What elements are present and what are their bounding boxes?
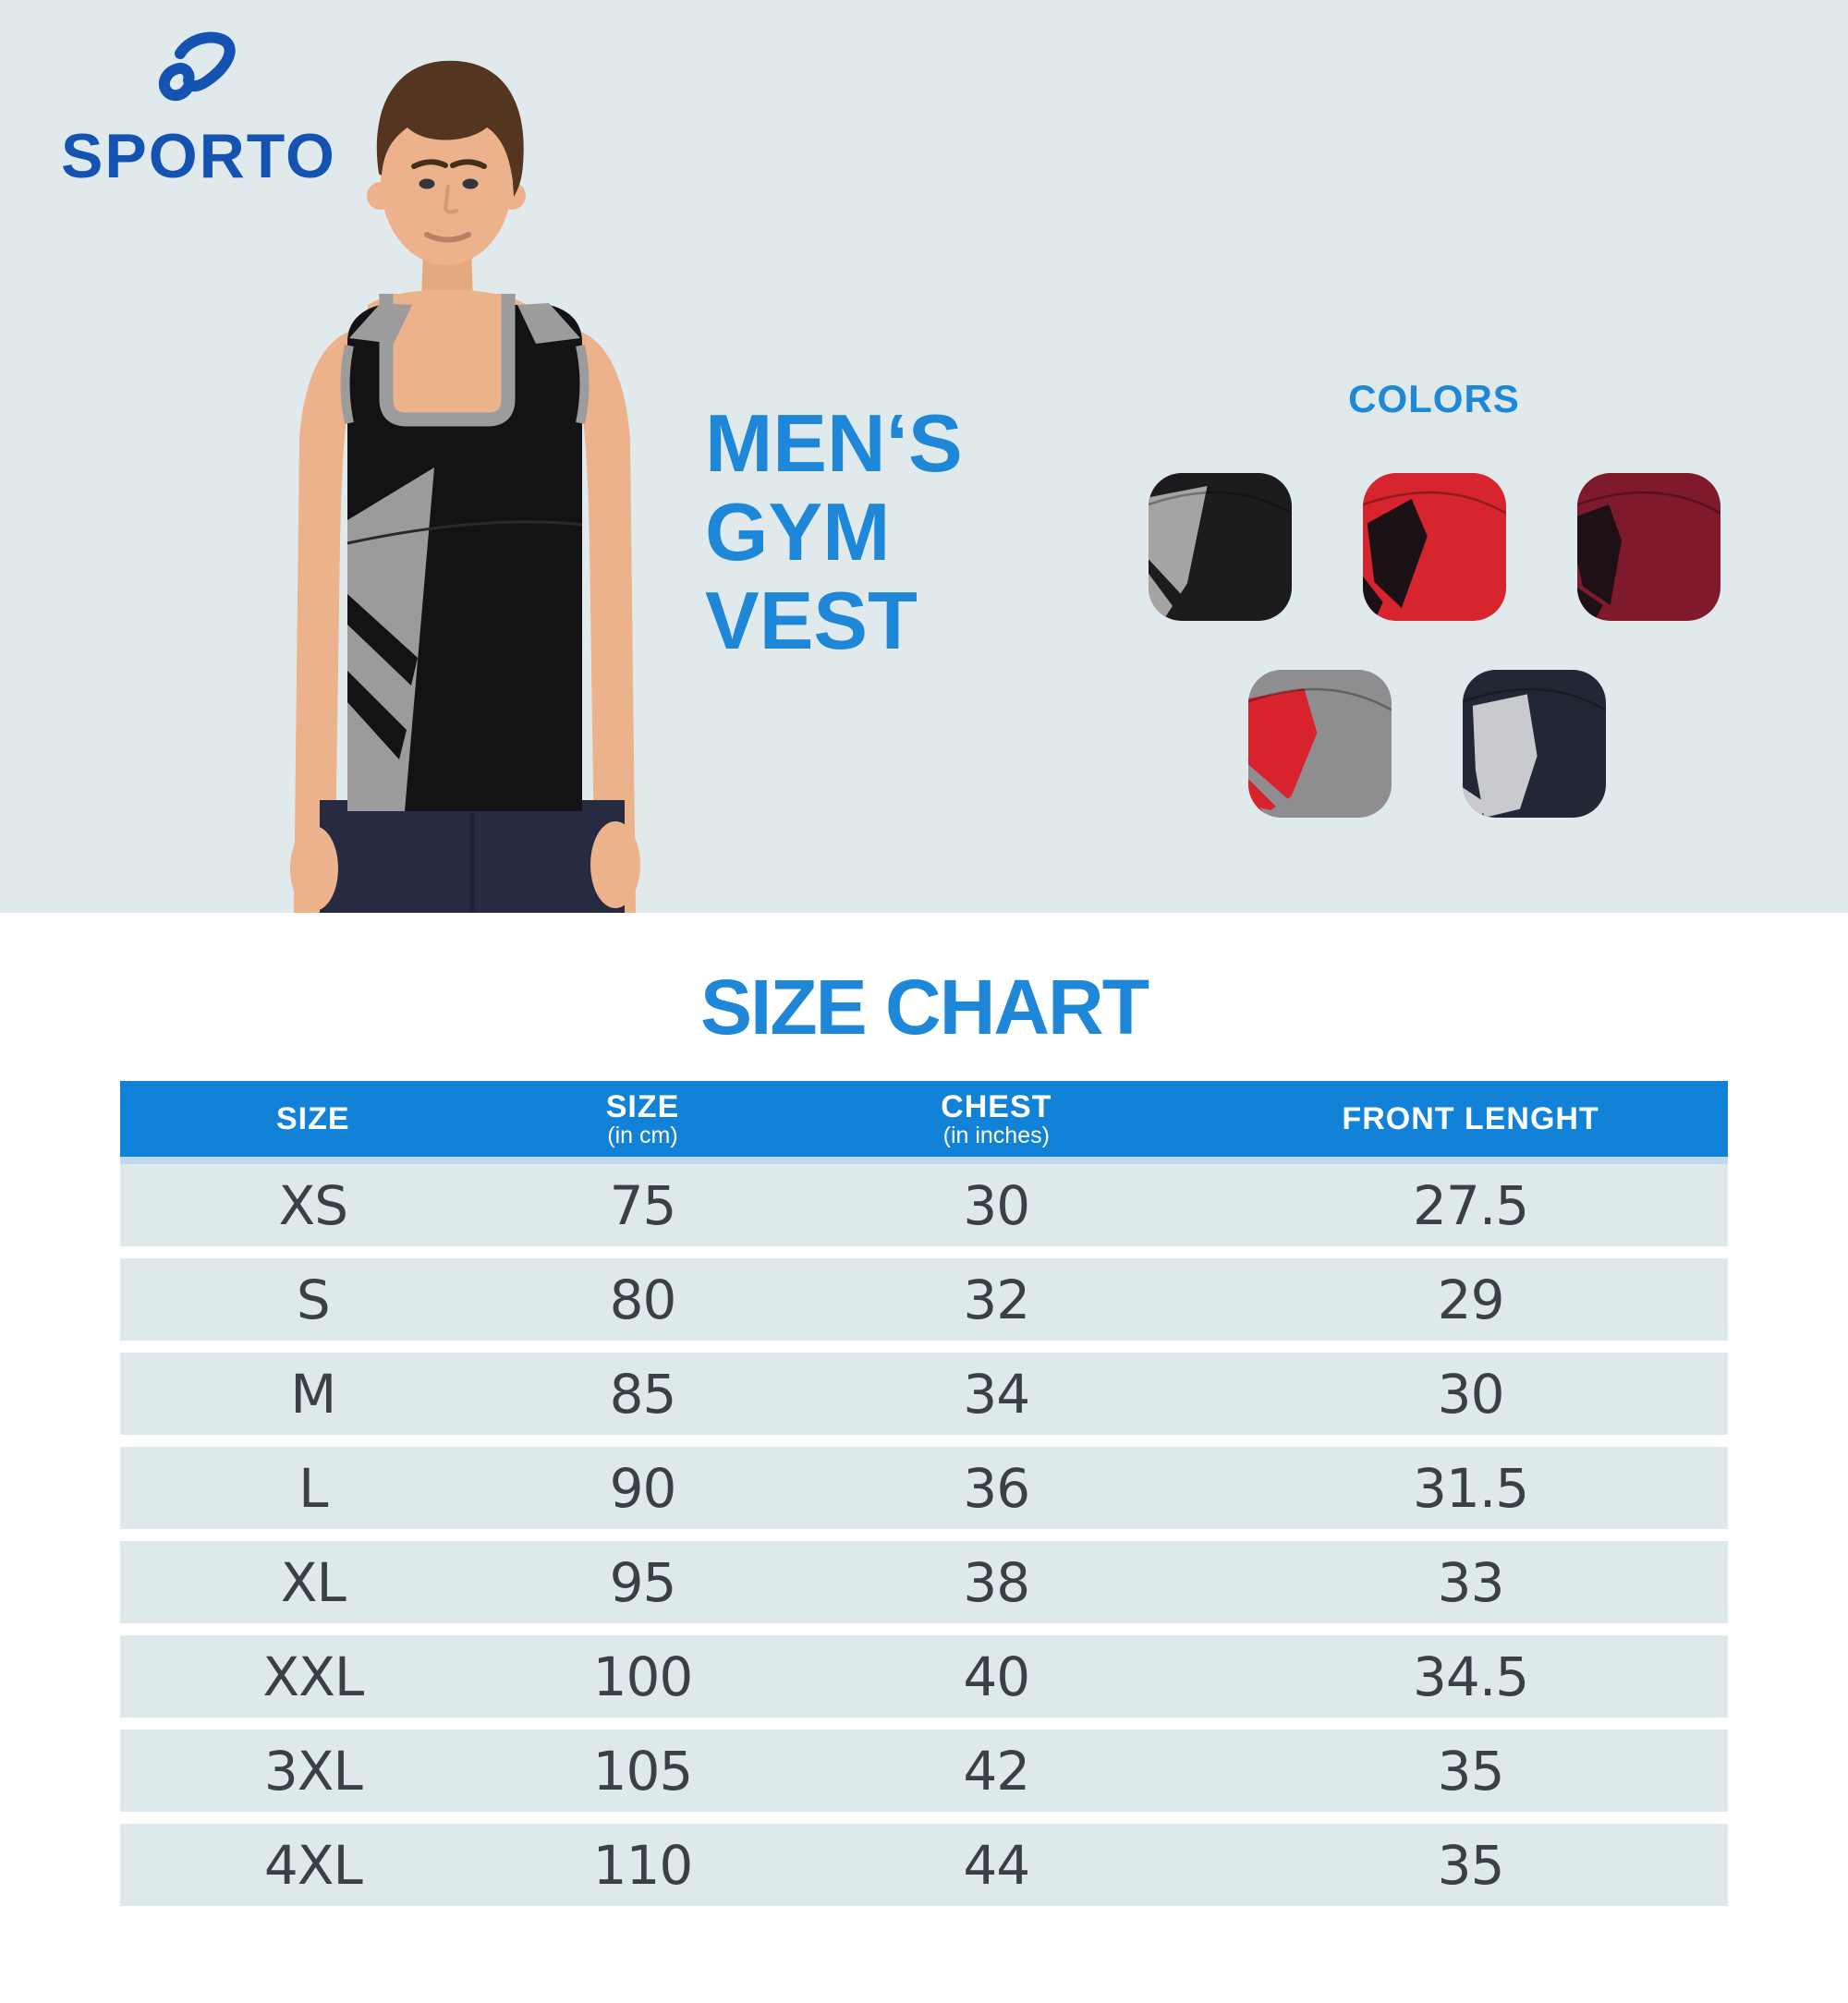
column-header-unit: (in cm)	[607, 1122, 678, 1148]
table-row: XL 95 38 33	[120, 1541, 1728, 1623]
table-cell: 33	[1437, 1550, 1505, 1614]
table-cell: 80	[609, 1268, 677, 1331]
size-chart-table: SIZE SIZE (in cm) CHEST (in inches) FRONT LEN…	[120, 1081, 1728, 1906]
table-cell: 85	[609, 1362, 677, 1426]
table-cell: S	[296, 1268, 331, 1331]
table-cell: 110	[592, 1833, 694, 1897]
table-row: XS 75 30 27.5	[120, 1164, 1728, 1246]
color-swatch-navy-with-grey-panel	[1463, 670, 1606, 818]
table-row: 3XL 105 42 35	[120, 1730, 1728, 1812]
table-cell: 3XL	[263, 1739, 363, 1803]
column-header-label: SIZE	[276, 1101, 350, 1136]
table-cell: 29	[1437, 1268, 1505, 1331]
column-header-unit: (in inches)	[942, 1122, 1050, 1148]
table-cell: 4XL	[263, 1833, 363, 1897]
product-title-line: MEN‘S	[705, 397, 963, 489]
column-header-label: SIZE	[605, 1088, 680, 1124]
column-header: SIZE (in cm)	[506, 1090, 780, 1148]
table-cell: 30	[963, 1173, 1030, 1237]
table-cell: 105	[592, 1739, 694, 1803]
table-cell: 27.5	[1413, 1173, 1529, 1237]
table-cell: 35	[1437, 1833, 1505, 1897]
table-cell: 34.5	[1413, 1645, 1529, 1708]
table-cell: 35	[1437, 1739, 1505, 1803]
size-chart-body: XS 75 30 27.5 S 80 32 29 M 85 34 30 L 90 36 31.5 XL 95 38 3…	[120, 1164, 1728, 1906]
table-row: 4XL 110 44 35	[120, 1824, 1728, 1906]
table-cell: XXL	[262, 1645, 364, 1708]
table-cell: XL	[280, 1550, 346, 1614]
column-header-label: CHEST	[941, 1088, 1052, 1124]
table-cell: 100	[592, 1645, 694, 1708]
table-row: L 90 36 31.5	[120, 1447, 1728, 1529]
color-swatch-maroon-with-black-panel	[1577, 473, 1720, 621]
table-cell: XS	[278, 1173, 349, 1237]
colors-heading: COLORS	[1348, 377, 1520, 420]
table-cell: 40	[963, 1645, 1030, 1708]
table-row: XXL 100 40 34.5	[120, 1635, 1728, 1718]
product-title: MEN‘S GYM VEST	[705, 399, 963, 665]
color-swatch-grey-with-red-panel	[1248, 670, 1392, 818]
table-cell: 44	[963, 1833, 1030, 1897]
table-cell: M	[290, 1362, 336, 1426]
table-cell: 34	[963, 1362, 1030, 1426]
table-row: M 85 34 30	[120, 1353, 1728, 1435]
column-header-label: FRONT LENGHT	[1342, 1101, 1599, 1136]
column-header: SIZE	[120, 1102, 506, 1135]
brand-logo: SPORTO	[42, 28, 356, 192]
brand-name: SPORTO	[61, 121, 336, 191]
model-illustration	[290, 60, 640, 913]
product-title-line: VEST	[705, 575, 918, 666]
table-cell: 30	[1437, 1362, 1505, 1426]
table-cell: 42	[963, 1739, 1030, 1803]
table-cell: 75	[609, 1173, 677, 1237]
color-swatch-red-with-black-panel	[1363, 473, 1506, 621]
column-header: FRONT LENGHT	[1213, 1102, 1728, 1135]
table-cell: 95	[609, 1550, 677, 1614]
size-chart-title: SIZE CHART	[700, 964, 1149, 1050]
table-row: S 80 32 29	[120, 1258, 1728, 1341]
table-cell: 38	[963, 1550, 1030, 1614]
color-swatch-black-with-grey-panel	[1149, 473, 1292, 621]
brand-logo-icon	[158, 31, 236, 102]
size-chart-header: SIZE SIZE (in cm) CHEST (in inches) FRONT LEN…	[120, 1081, 1728, 1164]
column-header: CHEST (in inches)	[779, 1090, 1213, 1148]
table-cell: 36	[963, 1456, 1030, 1520]
table-cell: 32	[963, 1268, 1030, 1331]
product-title-line: GYM	[705, 486, 891, 577]
hero-section: SPORTO	[0, 0, 1848, 913]
table-cell: L	[298, 1456, 328, 1520]
model-photo	[211, 26, 765, 913]
table-cell: 90	[609, 1456, 677, 1520]
table-cell: 31.5	[1413, 1456, 1529, 1520]
